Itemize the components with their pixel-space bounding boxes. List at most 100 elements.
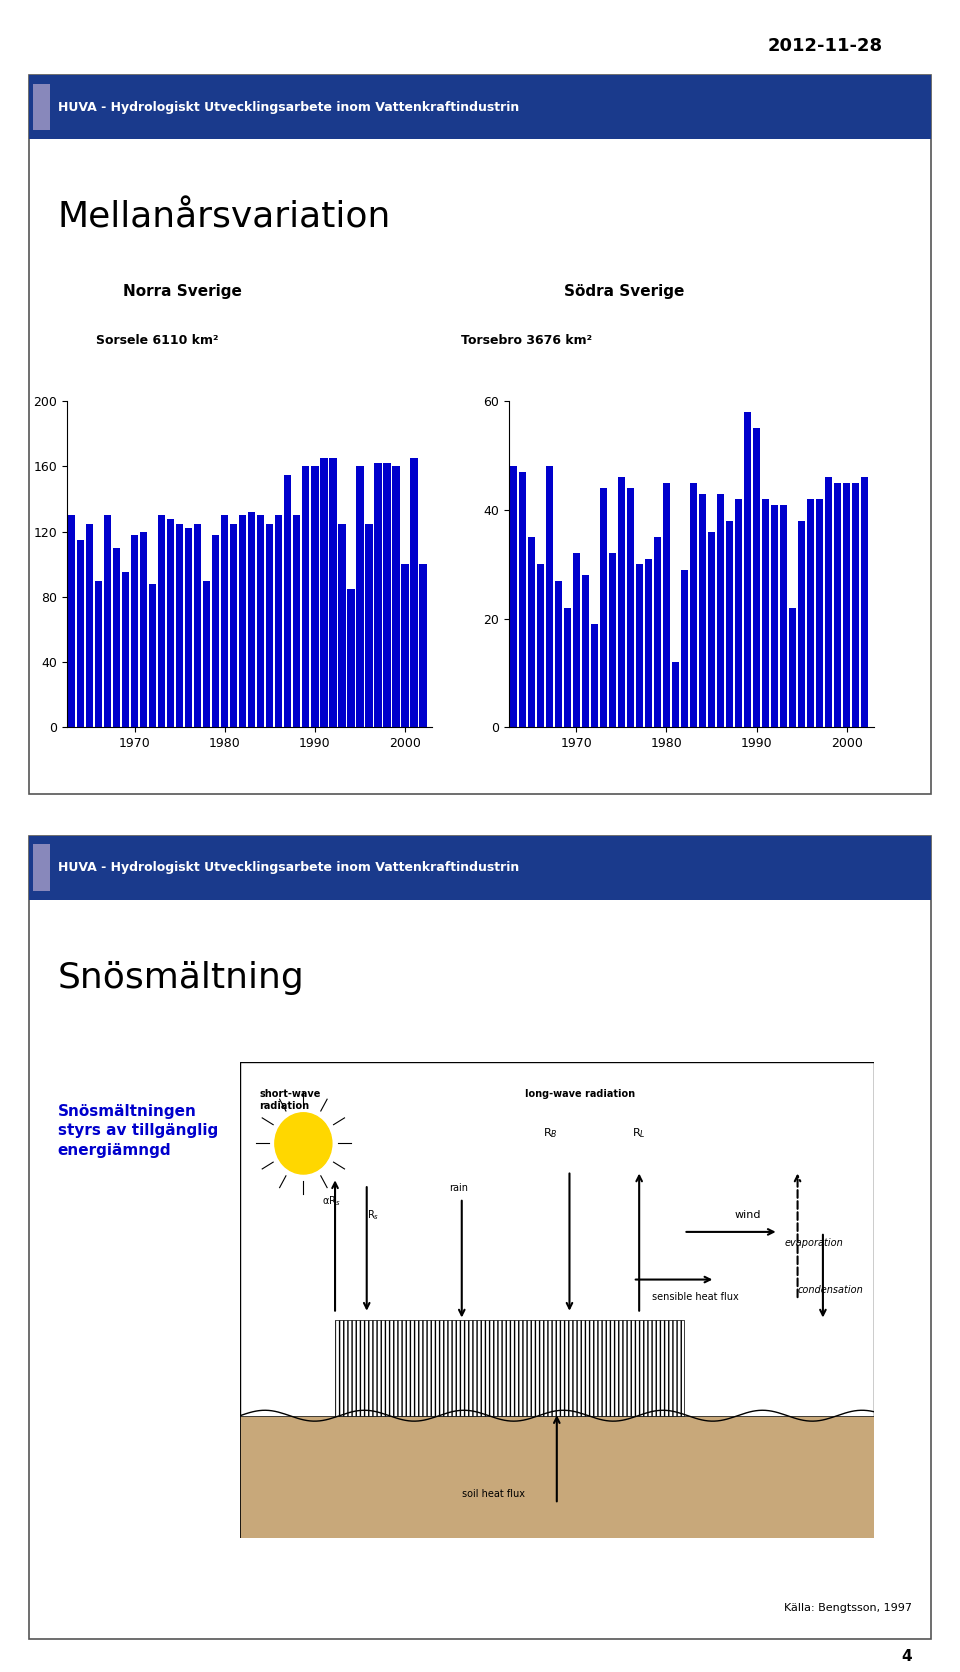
Bar [762, 498, 769, 727]
Bar [410, 458, 418, 727]
Bar [167, 518, 175, 727]
Bar [672, 662, 679, 727]
Bar [158, 515, 165, 727]
Bar [86, 523, 93, 727]
Bar [239, 515, 247, 727]
Bar [311, 466, 319, 727]
Bar [735, 498, 742, 727]
Bar [627, 488, 634, 727]
Bar [294, 515, 300, 727]
Bar [132, 535, 138, 727]
Text: soil heat flux: soil heat flux [462, 1490, 525, 1500]
Bar [681, 570, 688, 727]
Bar [843, 483, 851, 727]
Bar [366, 523, 372, 727]
Bar [816, 498, 823, 727]
Bar [834, 483, 841, 727]
Bar [212, 535, 220, 727]
Text: sensible heat flux: sensible heat flux [652, 1292, 738, 1302]
Bar [383, 463, 391, 727]
Bar [789, 607, 796, 727]
Bar [348, 589, 354, 727]
Text: R$_s$: R$_s$ [367, 1209, 379, 1222]
Bar [518, 472, 526, 727]
Bar [204, 580, 210, 727]
Text: 4: 4 [901, 1649, 912, 1664]
Bar [338, 523, 346, 727]
Text: short-wave
radiation: short-wave radiation [259, 1088, 321, 1110]
Text: condensation: condensation [798, 1286, 863, 1296]
Bar [780, 505, 787, 727]
Text: HUVA - Hydrologiskt Utvecklingsarbete inom Vattenkraftindustrin: HUVA - Hydrologiskt Utvecklingsarbete in… [58, 861, 518, 874]
Bar [374, 463, 381, 727]
Bar [68, 515, 75, 727]
Circle shape [275, 1114, 332, 1174]
Text: 2012-11-28: 2012-11-28 [768, 37, 883, 55]
Bar [240, 1416, 874, 1538]
Text: Snösmältning: Snösmältning [58, 961, 304, 995]
Text: Torsebro 3676 km²: Torsebro 3676 km² [461, 334, 592, 348]
Bar [555, 580, 562, 727]
Bar [600, 488, 607, 727]
Bar [825, 478, 832, 727]
Bar [618, 478, 625, 727]
Bar [420, 565, 426, 727]
Bar [284, 475, 292, 727]
Bar [807, 498, 814, 727]
Text: R$_B$: R$_B$ [543, 1127, 558, 1140]
Bar [302, 466, 309, 727]
Bar [257, 515, 264, 727]
Bar [249, 512, 255, 727]
Bar [717, 493, 724, 727]
Bar [140, 532, 148, 727]
Bar [852, 483, 859, 727]
Bar [861, 478, 868, 727]
Text: αR$_s$: αR$_s$ [323, 1195, 341, 1209]
Text: Källa: Bengtsson, 1997: Källa: Bengtsson, 1997 [784, 1603, 912, 1613]
Bar [221, 515, 228, 727]
Bar [335, 1321, 684, 1416]
Bar [582, 575, 589, 727]
Bar [564, 607, 571, 727]
Bar [77, 540, 84, 727]
Text: Norra Sverige: Norra Sverige [123, 284, 242, 299]
Text: HUVA - Hydrologiskt Utvecklingsarbete inom Vattenkraftindustrin: HUVA - Hydrologiskt Utvecklingsarbete in… [58, 100, 518, 114]
Bar [177, 523, 183, 727]
Bar [266, 523, 274, 727]
Bar [104, 515, 111, 727]
Bar [122, 572, 130, 727]
Bar [690, 483, 697, 727]
Bar [356, 466, 364, 727]
Bar [329, 458, 337, 727]
Text: Mellanårsvariation: Mellanårsvariation [58, 201, 391, 234]
Bar [726, 522, 733, 727]
Bar [609, 553, 616, 727]
Bar [636, 565, 643, 727]
Bar [149, 584, 156, 727]
Bar [537, 565, 544, 727]
Bar [662, 483, 670, 727]
Bar [798, 522, 805, 727]
Text: R$_L$: R$_L$ [633, 1127, 646, 1140]
Bar [230, 523, 237, 727]
Bar [528, 537, 535, 727]
Bar [276, 515, 282, 727]
Text: wind: wind [734, 1211, 760, 1221]
Bar [321, 458, 327, 727]
Bar [744, 411, 751, 727]
Bar [113, 548, 120, 727]
Text: rain: rain [449, 1184, 468, 1194]
Bar [771, 505, 779, 727]
Bar [194, 523, 202, 727]
Text: Snösmältningen
styrs av tillgänglig
energiämngd: Snösmältningen styrs av tillgänglig ener… [58, 1104, 218, 1159]
Bar [545, 466, 553, 727]
Text: Södra Sverige: Södra Sverige [564, 284, 684, 299]
Bar [708, 532, 715, 727]
Text: long-wave radiation: long-wave radiation [525, 1088, 636, 1099]
Bar [95, 580, 103, 727]
Bar [401, 565, 409, 727]
Bar [393, 466, 399, 727]
Bar [185, 528, 192, 727]
Bar [699, 493, 706, 727]
Bar [590, 624, 598, 727]
